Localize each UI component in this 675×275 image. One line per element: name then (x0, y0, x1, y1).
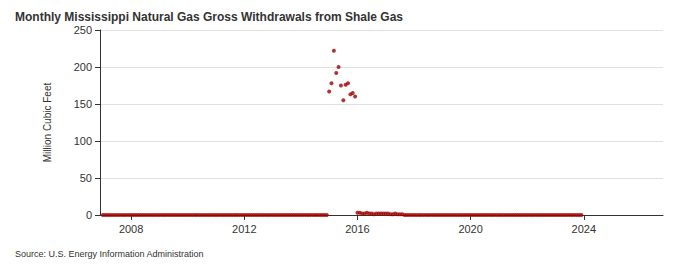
svg-text:2012: 2012 (232, 223, 256, 235)
svg-text:100: 100 (74, 135, 92, 147)
svg-text:Million Cubic Feet: Million Cubic Feet (42, 83, 53, 163)
svg-text:0: 0 (86, 209, 92, 221)
svg-text:Source: U.S. Energy Informatio: Source: U.S. Energy Information Administ… (15, 249, 204, 259)
svg-text:150: 150 (74, 98, 92, 110)
svg-text:200: 200 (74, 61, 92, 73)
svg-text:250: 250 (74, 24, 92, 36)
svg-text:2020: 2020 (458, 223, 482, 235)
svg-text:Monthly Mississippi Natural Ga: Monthly Mississippi Natural Gas Gross Wi… (15, 10, 403, 24)
svg-text:2008: 2008 (119, 223, 143, 235)
svg-text:50: 50 (80, 172, 92, 184)
svg-text:2024: 2024 (572, 223, 596, 235)
svg-text:2016: 2016 (345, 223, 369, 235)
